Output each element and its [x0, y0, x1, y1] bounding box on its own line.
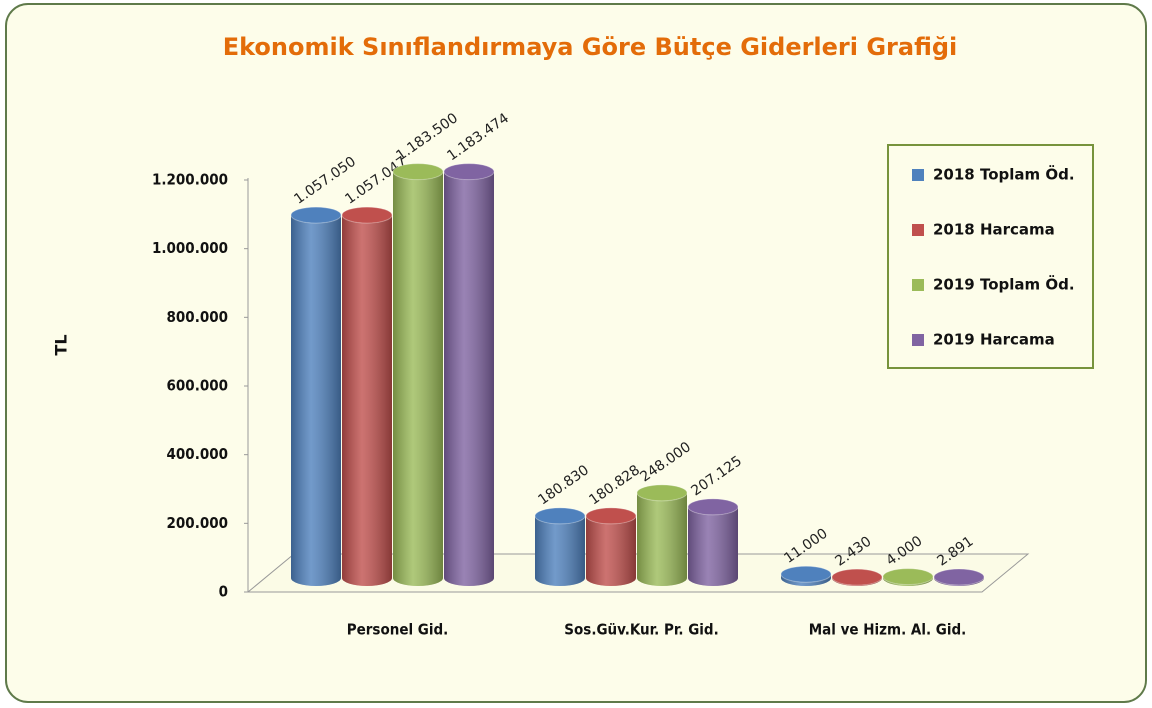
y-tick-label: 200.000: [167, 514, 228, 532]
y-tick-label: 1.200.000: [152, 171, 228, 189]
legend-label: 2019 Harcama: [933, 331, 1055, 349]
bar-shade: [535, 515, 585, 586]
legend-swatch: [912, 334, 924, 346]
bar-shade: [291, 215, 341, 586]
y-axis-label: TL: [52, 334, 71, 355]
bar-shade: [586, 515, 636, 586]
legend: [887, 144, 1094, 369]
y-tick-label: 600.000: [167, 377, 228, 395]
bar-top: [636, 484, 688, 502]
bar-top: [392, 163, 444, 181]
y-tick-label: 1.000.000: [152, 239, 228, 257]
bar-shade: [637, 492, 687, 586]
bar-shade: [781, 574, 831, 586]
legend-label: 2018 Harcama: [933, 221, 1055, 239]
bar-top: [534, 507, 586, 525]
y-tick-label: 800.000: [167, 308, 228, 326]
bar-shade: [688, 506, 738, 586]
bar-top: [780, 565, 832, 583]
bar-shade: [393, 171, 443, 587]
x-tick-label: Mal ve Hizm. Al. Gid.: [809, 621, 967, 639]
bar-top: [831, 568, 883, 586]
x-tick-label: Sos.Güv.Kur. Pr. Gid.: [564, 621, 718, 639]
legend-label: 2018 Toplam Öd.: [933, 165, 1075, 184]
x-tick-label: Personel Gid.: [347, 621, 449, 639]
legend-swatch: [912, 224, 924, 236]
bar-top: [933, 568, 985, 586]
legend-swatch: [912, 279, 924, 291]
bar-shade: [444, 171, 494, 586]
y-tick-label: 400.000: [167, 445, 228, 463]
legend-swatch: [912, 169, 924, 181]
y-tick-label: 0: [219, 583, 228, 601]
legend-label: 2019 Toplam Öd.: [933, 275, 1075, 294]
bar-top: [585, 507, 637, 525]
bar-top: [290, 206, 342, 224]
chart-title: Ekonomik Sınıflandırmaya Göre Bütçe Gide…: [223, 33, 958, 61]
bar-shade: [342, 215, 392, 586]
bar-top: [443, 163, 495, 181]
bar-shade: [883, 576, 933, 586]
bar-top: [882, 568, 934, 586]
bar-top: [687, 498, 739, 516]
bar-top: [341, 206, 393, 224]
